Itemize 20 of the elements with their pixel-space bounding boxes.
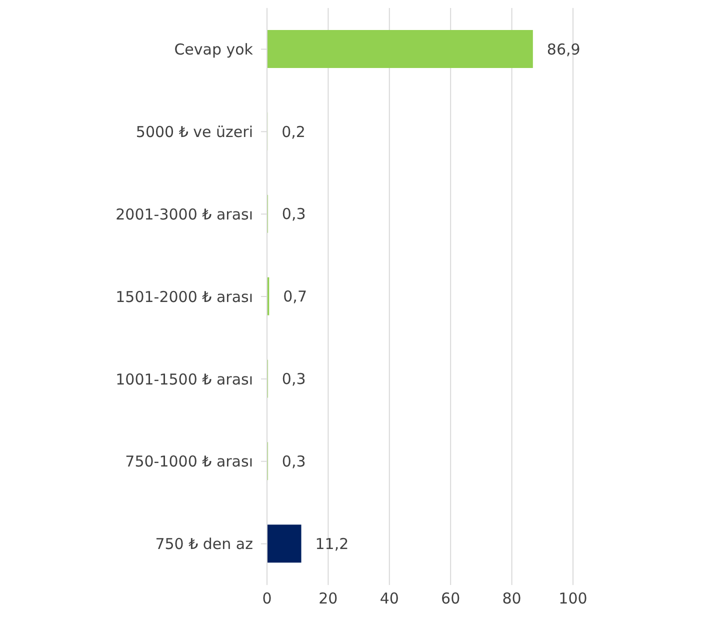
x-tick-label: 40 xyxy=(380,590,399,608)
data-label: 0,2 xyxy=(282,122,306,141)
data-label: 86,9 xyxy=(546,40,580,58)
y-tick-label: 1001-1500 ₺ arası xyxy=(116,370,253,388)
x-tick-label: 60 xyxy=(441,590,460,608)
data-label: 0,3 xyxy=(282,452,306,470)
x-tick-label: 80 xyxy=(502,590,522,608)
y-tick-label: 750 ₺ den az xyxy=(155,535,254,554)
y-tick-label: 2001-3000 ₺ arası xyxy=(116,205,253,224)
y-tick-label: Cevap yok xyxy=(174,40,254,59)
data-label: 0,3 xyxy=(282,370,306,388)
data-label: 0,3 xyxy=(282,205,306,224)
y-tick-label: 1501-2000 ₺ arası xyxy=(116,288,253,306)
x-tick-label: 20 xyxy=(318,590,338,608)
x-tick-label: 100 xyxy=(558,590,588,608)
x-tick-label: 0 xyxy=(262,590,272,608)
data-label: 0,7 xyxy=(283,288,307,306)
y-tick-label: 5000 ₺ ve üzeri xyxy=(136,122,253,141)
data-label: 11,2 xyxy=(315,534,349,553)
y-tick-label: 750-1000 ₺ arası xyxy=(125,452,253,471)
